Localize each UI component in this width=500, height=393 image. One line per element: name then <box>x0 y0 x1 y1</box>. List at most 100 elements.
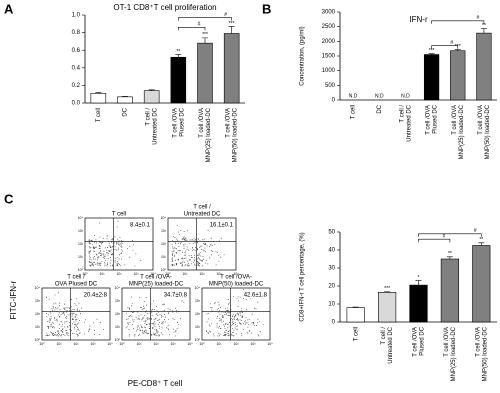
event-dot <box>176 263 178 265</box>
event-dot <box>92 246 94 248</box>
event-dot <box>198 254 200 256</box>
event-dot <box>54 309 56 311</box>
event-dot <box>51 325 53 327</box>
flow-x-tick-label: 10³ <box>170 342 176 346</box>
event-dot <box>224 332 226 333</box>
y-tick-label: 30 <box>328 266 335 272</box>
event-dot <box>227 311 229 313</box>
event-dot <box>206 245 208 247</box>
event-dot <box>63 312 65 314</box>
event-dot <box>107 257 109 259</box>
event-dot <box>236 298 238 300</box>
event-dot <box>102 329 104 331</box>
event-dot <box>234 327 236 329</box>
event-dot <box>76 297 78 299</box>
event-dot <box>159 314 161 315</box>
event-dot <box>190 239 192 241</box>
event-dot <box>195 238 197 240</box>
event-dot <box>191 254 192 256</box>
flow-y-tick-label: 10⁴ <box>195 286 201 290</box>
event-dot <box>48 334 50 336</box>
y-tick-label: 50 <box>328 230 335 236</box>
bar <box>440 258 459 323</box>
event-dot <box>99 250 101 252</box>
event-dot <box>168 312 170 314</box>
event-dot <box>88 241 90 242</box>
event-dot <box>58 332 60 334</box>
event-dot <box>132 249 134 251</box>
event-dot <box>120 249 122 251</box>
event-dot <box>69 334 71 336</box>
event-dot <box>113 245 114 247</box>
bar <box>117 96 133 104</box>
significance-bracket <box>178 17 232 21</box>
event-dot <box>94 263 96 265</box>
event-dot <box>117 264 119 266</box>
event-dot <box>111 246 113 248</box>
flow-x-tick-label: 10³ <box>250 342 256 346</box>
event-dot <box>52 333 54 335</box>
bracket-label: # <box>450 40 453 46</box>
event-dot <box>129 334 131 335</box>
event-dot <box>98 247 100 249</box>
event-dot <box>175 331 177 333</box>
error-bar <box>95 92 102 94</box>
flow-y-tick-label: 10³ <box>78 229 84 233</box>
event-dot <box>193 249 195 251</box>
event-dot <box>69 308 70 310</box>
event-dot <box>217 254 219 256</box>
event-dot <box>216 326 218 328</box>
x-tick-label: T cell /OVA <box>172 108 178 138</box>
flow-x-tick-label: 10⁰ <box>165 272 171 276</box>
event-dot <box>155 317 157 319</box>
event-dot <box>227 310 229 312</box>
event-dot <box>196 242 198 244</box>
event-dot <box>198 262 200 264</box>
event-dot <box>174 240 176 242</box>
event-dot <box>227 333 229 335</box>
event-dot <box>61 330 63 332</box>
event-dot <box>134 265 136 267</box>
bracket-label: # <box>443 234 446 240</box>
event-dot <box>48 325 50 327</box>
event-dot <box>210 244 212 246</box>
y-tick-label: 0 <box>332 98 336 104</box>
flow-x-tick-label: 10³ <box>216 272 222 276</box>
event-dot <box>46 321 48 323</box>
event-dot <box>238 322 240 324</box>
event-dot <box>75 304 77 306</box>
event-dot <box>64 320 66 322</box>
event-dot <box>141 327 143 329</box>
event-dot <box>111 264 113 266</box>
event-dot <box>211 307 213 309</box>
event-dot <box>245 298 247 300</box>
event-dot <box>104 261 105 263</box>
x-tick-label: T cell <box>351 105 357 119</box>
event-dot <box>205 262 207 264</box>
event-dot <box>221 315 223 317</box>
event-dot <box>115 243 117 245</box>
event-dot <box>76 326 78 328</box>
event-dot <box>203 250 205 252</box>
event-dot <box>227 299 229 300</box>
flow-y-tick-label: 10⁰ <box>78 268 84 272</box>
event-dot <box>198 255 200 256</box>
x-tick-label: Plused DC <box>433 104 439 133</box>
event-dot <box>241 307 243 309</box>
event-dot <box>150 332 151 334</box>
event-dot <box>69 314 71 316</box>
event-dot <box>139 330 141 331</box>
event-dot <box>62 328 64 330</box>
event-dot <box>220 237 222 239</box>
event-dot <box>151 323 153 324</box>
x-tick-label: Untreated DC <box>153 107 159 144</box>
event-dot <box>172 253 174 255</box>
y-tick-label: 0.8 <box>72 30 81 36</box>
event-dot <box>245 322 247 324</box>
event-dot <box>194 242 196 244</box>
event-dot <box>127 322 129 324</box>
y-tick-label: 0.2 <box>72 83 81 89</box>
event-dot <box>52 327 54 329</box>
x-tick-label: MNP(50) loaded-DC <box>485 104 491 159</box>
flow-x-tick-label: 10² <box>199 272 205 276</box>
